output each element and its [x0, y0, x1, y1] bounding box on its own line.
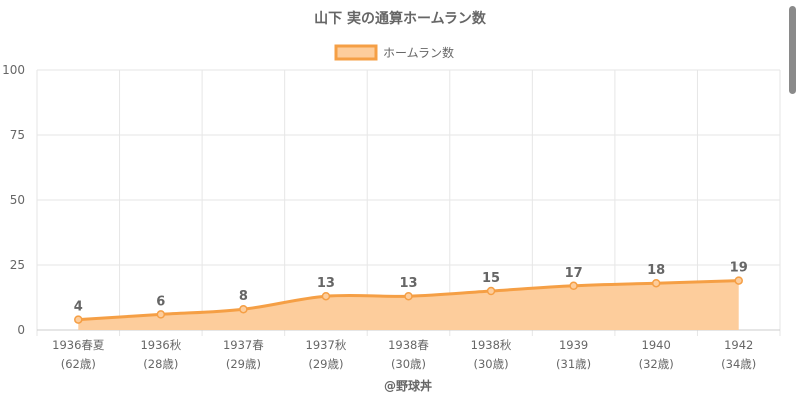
scrollbar-thumb[interactable] — [789, 6, 796, 94]
data-label: 6 — [156, 294, 165, 309]
x-tick-label: (29歳) — [226, 357, 261, 371]
x-tick-label: 1938秋 — [471, 338, 512, 352]
x-tick-label: (62歳) — [61, 357, 96, 371]
data-point — [239, 304, 248, 314]
data-label: 15 — [482, 271, 500, 286]
legend-swatch — [334, 44, 378, 61]
x-tick-label: 1937春 — [223, 338, 264, 352]
data-points: 4 6 8 13 13 15 17 18 19 — [74, 261, 748, 324]
chart-title: 山下 実の通算ホームラン数 — [314, 10, 487, 27]
x-tick-label: 1942 — [724, 338, 753, 352]
x-tick-label: (34歳) — [721, 357, 756, 371]
data-label: 13 — [317, 276, 335, 291]
x-tick-label: 1940 — [642, 338, 671, 352]
y-tick-label: 0 — [17, 323, 25, 337]
data-label: 13 — [399, 276, 417, 291]
data-label: 18 — [647, 263, 665, 278]
data-point — [74, 315, 83, 324]
x-tick-label: 1939 — [559, 338, 588, 352]
data-label: 8 — [239, 289, 248, 304]
x-tick-label: (28歳) — [143, 357, 178, 371]
y-tick-label: 100 — [2, 63, 25, 77]
data-point — [404, 291, 413, 301]
x-axis: 1936春夏 (62歳) 1936秋 (28歳) 1937春 (29歳) 1937秋 (29歳… — [52, 338, 756, 371]
data-point — [569, 281, 578, 291]
data-point — [734, 276, 743, 285]
legend[interactable]: ホームラン数 — [334, 44, 454, 61]
x-tick-label: (29歳) — [308, 357, 343, 371]
x-tick-label: 1938春 — [388, 338, 429, 352]
y-tick-label: 50 — [10, 193, 25, 207]
y-axis: 0 25 50 75 100 — [2, 63, 25, 337]
x-tick-label: (31歳) — [556, 357, 591, 371]
data-point — [156, 310, 166, 319]
x-tick-label: (30歳) — [474, 357, 509, 371]
data-point — [651, 278, 661, 288]
y-tick-label: 75 — [10, 128, 25, 142]
scrollbar[interactable] — [786, 0, 800, 400]
x-tick-label: 1937秋 — [306, 338, 347, 352]
x-tick-label: 1936秋 — [140, 338, 181, 352]
data-label: 4 — [74, 300, 83, 315]
credit-text: @野球丼 — [384, 378, 432, 393]
y-tick-label: 25 — [10, 258, 25, 272]
data-point — [321, 291, 331, 301]
legend-label: ホームラン数 — [383, 45, 454, 60]
x-tick-label: (32歳) — [639, 357, 674, 371]
x-tick-label: (30歳) — [391, 357, 426, 371]
data-point — [486, 286, 496, 296]
data-label: 17 — [565, 266, 583, 281]
data-label: 19 — [730, 261, 748, 276]
series-area — [78, 280, 739, 330]
x-tick-label: 1936春夏 — [52, 338, 105, 352]
